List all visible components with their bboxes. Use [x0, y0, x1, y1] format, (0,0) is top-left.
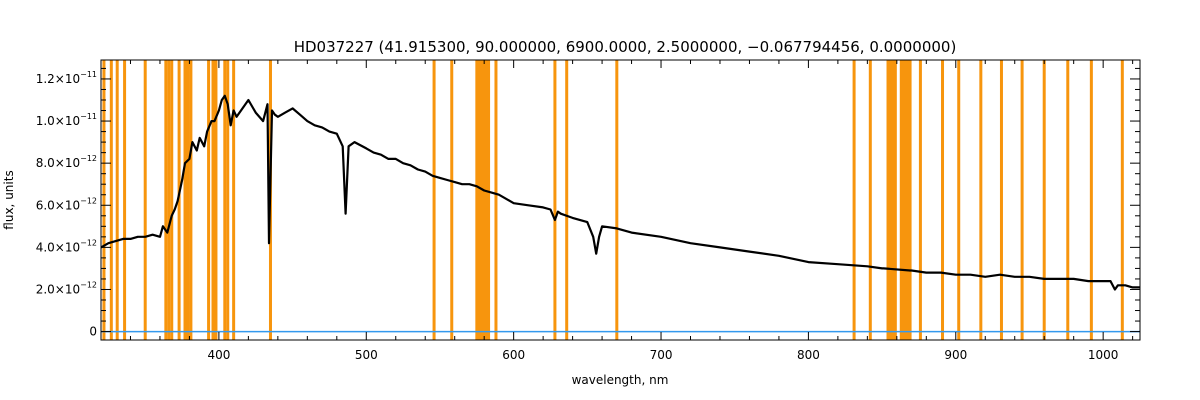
masked-line	[918, 60, 922, 340]
masked-line	[1042, 60, 1046, 340]
x-tick-label: 700	[650, 348, 673, 362]
y-tick-label: 0	[89, 325, 97, 339]
masked-line	[189, 60, 193, 340]
y-tick-label: 6.0×10−12	[36, 196, 97, 212]
x-axis-label: wavelength, nm	[572, 373, 669, 387]
masked-line	[170, 60, 174, 340]
masked-line	[183, 60, 187, 340]
masked-line	[1089, 60, 1093, 340]
masked-line	[941, 60, 945, 340]
masked-band	[475, 60, 491, 340]
masked-line	[1066, 60, 1070, 340]
series-layer	[100, 94, 1140, 333]
masked-line	[102, 60, 106, 340]
masked-line	[450, 60, 454, 340]
masked-line	[1020, 60, 1024, 340]
masked-band	[886, 60, 897, 340]
x-tick-label: 500	[355, 348, 378, 362]
masked-line	[207, 60, 211, 340]
y-tick-label: 8.0×10−12	[36, 154, 97, 170]
masked-line	[143, 60, 147, 340]
tick-labels: 400 500 600 700 800 900 1000 0 2.0×10−12 4.0×10−1…	[36, 70, 1119, 362]
masked-line	[164, 60, 168, 340]
masked-line	[615, 60, 619, 340]
masked-line	[177, 60, 181, 340]
masked-line	[868, 60, 872, 340]
masked-band	[899, 60, 912, 340]
plot-frame	[100, 59, 1141, 341]
masked-line	[852, 60, 856, 340]
masked-line	[432, 60, 436, 340]
chart-title: HD037227 (41.915300, 90.000000, 6900.000…	[294, 38, 957, 56]
masked-line	[167, 60, 171, 340]
masked-line	[1120, 60, 1124, 340]
x-tick-label: 400	[207, 348, 230, 362]
masked-line	[957, 60, 961, 340]
y-tick-label: 4.0×10−12	[36, 238, 97, 254]
masked-line	[979, 60, 983, 340]
masked-line	[223, 60, 227, 340]
masked-line	[186, 60, 190, 340]
x-tick-label: 1000	[1088, 348, 1119, 362]
masked-line	[115, 60, 119, 340]
masked-line	[211, 60, 215, 340]
masked-line	[565, 60, 569, 340]
y-axis-label: flux, units	[2, 170, 16, 229]
masked-line	[494, 60, 498, 340]
masked-line	[214, 60, 218, 340]
masked-line	[999, 60, 1003, 340]
axes	[100, 59, 1141, 341]
flux-series	[100, 94, 1140, 291]
y-tick-label: 1.2×10−11	[36, 70, 97, 86]
masked-line	[226, 60, 230, 340]
masked-line	[553, 60, 557, 340]
masked-line	[109, 60, 113, 340]
masked-line	[232, 60, 236, 340]
y-tick-label: 2.0×10−12	[36, 280, 97, 296]
y-tick-label: 1.0×10−11	[36, 112, 97, 128]
masked-line	[123, 60, 127, 340]
x-tick-label: 900	[944, 348, 967, 362]
x-tick-label: 800	[797, 348, 820, 362]
x-tick-label: 600	[502, 348, 525, 362]
masked-regions	[102, 60, 1124, 340]
